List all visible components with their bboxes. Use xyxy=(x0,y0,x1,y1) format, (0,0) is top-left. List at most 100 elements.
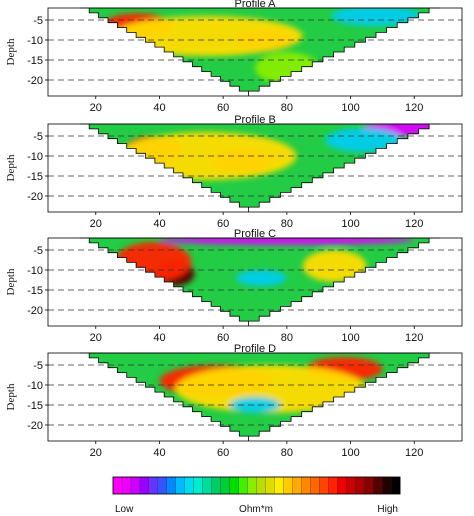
colorbar-swatch xyxy=(390,476,401,495)
profile-title: Profile B xyxy=(234,114,276,126)
plot-frame xyxy=(47,352,463,442)
x-tick-label: 40 xyxy=(153,447,165,459)
colorbar-swatch xyxy=(247,476,257,495)
profile-panel-2: Profile B Depth -5 -10 -15 -20 20 40 60 80 100 120 xyxy=(5,114,463,230)
colorbar-swatch xyxy=(283,476,293,495)
colorbar-swatch xyxy=(130,476,141,495)
x-tick-label: 20 xyxy=(90,332,102,344)
colorbar-swatch xyxy=(148,476,159,495)
colorbar-swatch xyxy=(211,476,222,495)
x-tick-label: 20 xyxy=(90,218,102,230)
colorbar-swatch xyxy=(220,476,231,495)
colorbar-swatch xyxy=(355,476,365,495)
colorbar-swatch xyxy=(202,476,213,495)
colorbar: Low Ohm*m High xyxy=(112,476,401,515)
x-tick-label: 120 xyxy=(405,218,423,230)
x-tick-label: 80 xyxy=(281,102,293,114)
profile-title: Profile D xyxy=(234,343,276,355)
x-tick-label: 100 xyxy=(341,102,359,114)
y-tick-label: -5 xyxy=(33,245,43,257)
y-tick-label: -20 xyxy=(27,75,43,87)
profile-panel-1: Profile A Depth -5 -10 -15 -20 20 40 60 80 100 120 xyxy=(5,0,463,114)
x-tick-label: 40 xyxy=(153,218,165,230)
plot-frame xyxy=(47,7,463,97)
colorbar-swatch xyxy=(310,476,320,495)
colorbar-swatch xyxy=(139,476,150,495)
plot-frame xyxy=(47,237,463,327)
profile-title: Profile C xyxy=(234,228,276,240)
section-outline xyxy=(79,123,440,212)
y-tick-label: -15 xyxy=(27,285,43,297)
anomaly-mid-high xyxy=(175,365,367,413)
y-tick-label: -5 xyxy=(33,131,43,143)
x-tick-label: 60 xyxy=(217,102,229,114)
colorbar-swatch xyxy=(256,476,266,495)
resistivity-section xyxy=(79,124,440,212)
section-outline xyxy=(79,7,440,96)
y-tick-label: -15 xyxy=(27,171,43,183)
colorbar-swatch xyxy=(121,476,132,495)
x-tick-label: 60 xyxy=(217,332,229,344)
x-tick-label: 80 xyxy=(281,332,293,344)
y-tick-label: -5 xyxy=(33,15,43,27)
x-tick-label: 40 xyxy=(153,102,165,114)
colorbar-swatch xyxy=(337,476,347,495)
plot-frame xyxy=(47,123,463,213)
y-tick-label: -20 xyxy=(27,305,43,317)
colorbar-swatch xyxy=(157,476,168,495)
colorbar-swatch xyxy=(166,476,177,495)
profile-panel-3: Profile C Depth -5 -10 -15 -20 20 40 60 80 100 120 xyxy=(5,228,463,344)
y-axis-label: Depth xyxy=(5,268,17,295)
colorbar-swatch xyxy=(328,476,338,495)
y-tick-label: -20 xyxy=(27,420,43,432)
x-tick-label: 100 xyxy=(341,332,359,344)
y-axis-label: Depth xyxy=(5,38,17,65)
colorbar-swatch xyxy=(184,476,195,495)
colorbar-swatch xyxy=(193,476,204,495)
anomaly-mid-high xyxy=(302,250,367,282)
colorbar-swatch xyxy=(175,476,186,495)
colorbar-swatch xyxy=(274,476,284,495)
section-outline xyxy=(79,352,440,441)
colorbar-swatch xyxy=(229,476,240,495)
colorbar-swatch xyxy=(112,476,123,495)
section-outline xyxy=(79,237,440,326)
x-tick-label: 40 xyxy=(153,332,165,344)
y-axis-label: Depth xyxy=(5,383,17,410)
colorbar-swatch xyxy=(381,476,392,495)
y-tick-label: -10 xyxy=(27,380,43,392)
y-tick-label: -20 xyxy=(27,191,43,203)
profile-panel-4: Profile D Depth -5 -10 -15 -20 20 40 60 80 100 120 xyxy=(5,343,463,459)
colorbar-swatch xyxy=(372,476,383,495)
colorbar-swatch xyxy=(319,476,329,495)
resistivity-section xyxy=(79,8,440,96)
colorbar-low-label: Low xyxy=(115,504,134,515)
x-tick-label: 120 xyxy=(405,447,423,459)
colorbar-high-label: High xyxy=(377,504,398,515)
anomaly-mid-high xyxy=(111,16,303,56)
profile-title: Profile A xyxy=(235,0,277,10)
y-axis-label: Depth xyxy=(5,154,17,181)
colorbar-swatch xyxy=(265,476,275,495)
anomaly-very-low xyxy=(159,238,415,245)
x-tick-label: 80 xyxy=(281,447,293,459)
y-tick-label: -10 xyxy=(27,35,43,47)
y-tick-label: -10 xyxy=(27,265,43,277)
x-tick-label: 100 xyxy=(341,447,359,459)
x-tick-label: 120 xyxy=(405,332,423,344)
y-tick-label: -10 xyxy=(27,151,43,163)
x-tick-label: 60 xyxy=(217,218,229,230)
colorbar-swatch xyxy=(301,476,311,495)
anomaly-low xyxy=(235,270,287,286)
anomaly-mid xyxy=(255,52,319,84)
colorbar-swatch xyxy=(346,476,356,495)
x-tick-label: 20 xyxy=(90,447,102,459)
anomaly-low xyxy=(229,397,281,413)
colorbar-swatch xyxy=(292,476,302,495)
colorbar-swatch xyxy=(363,476,374,495)
resistivity-section xyxy=(79,353,440,441)
anomaly-low xyxy=(325,128,402,152)
x-tick-label: 80 xyxy=(281,218,293,230)
